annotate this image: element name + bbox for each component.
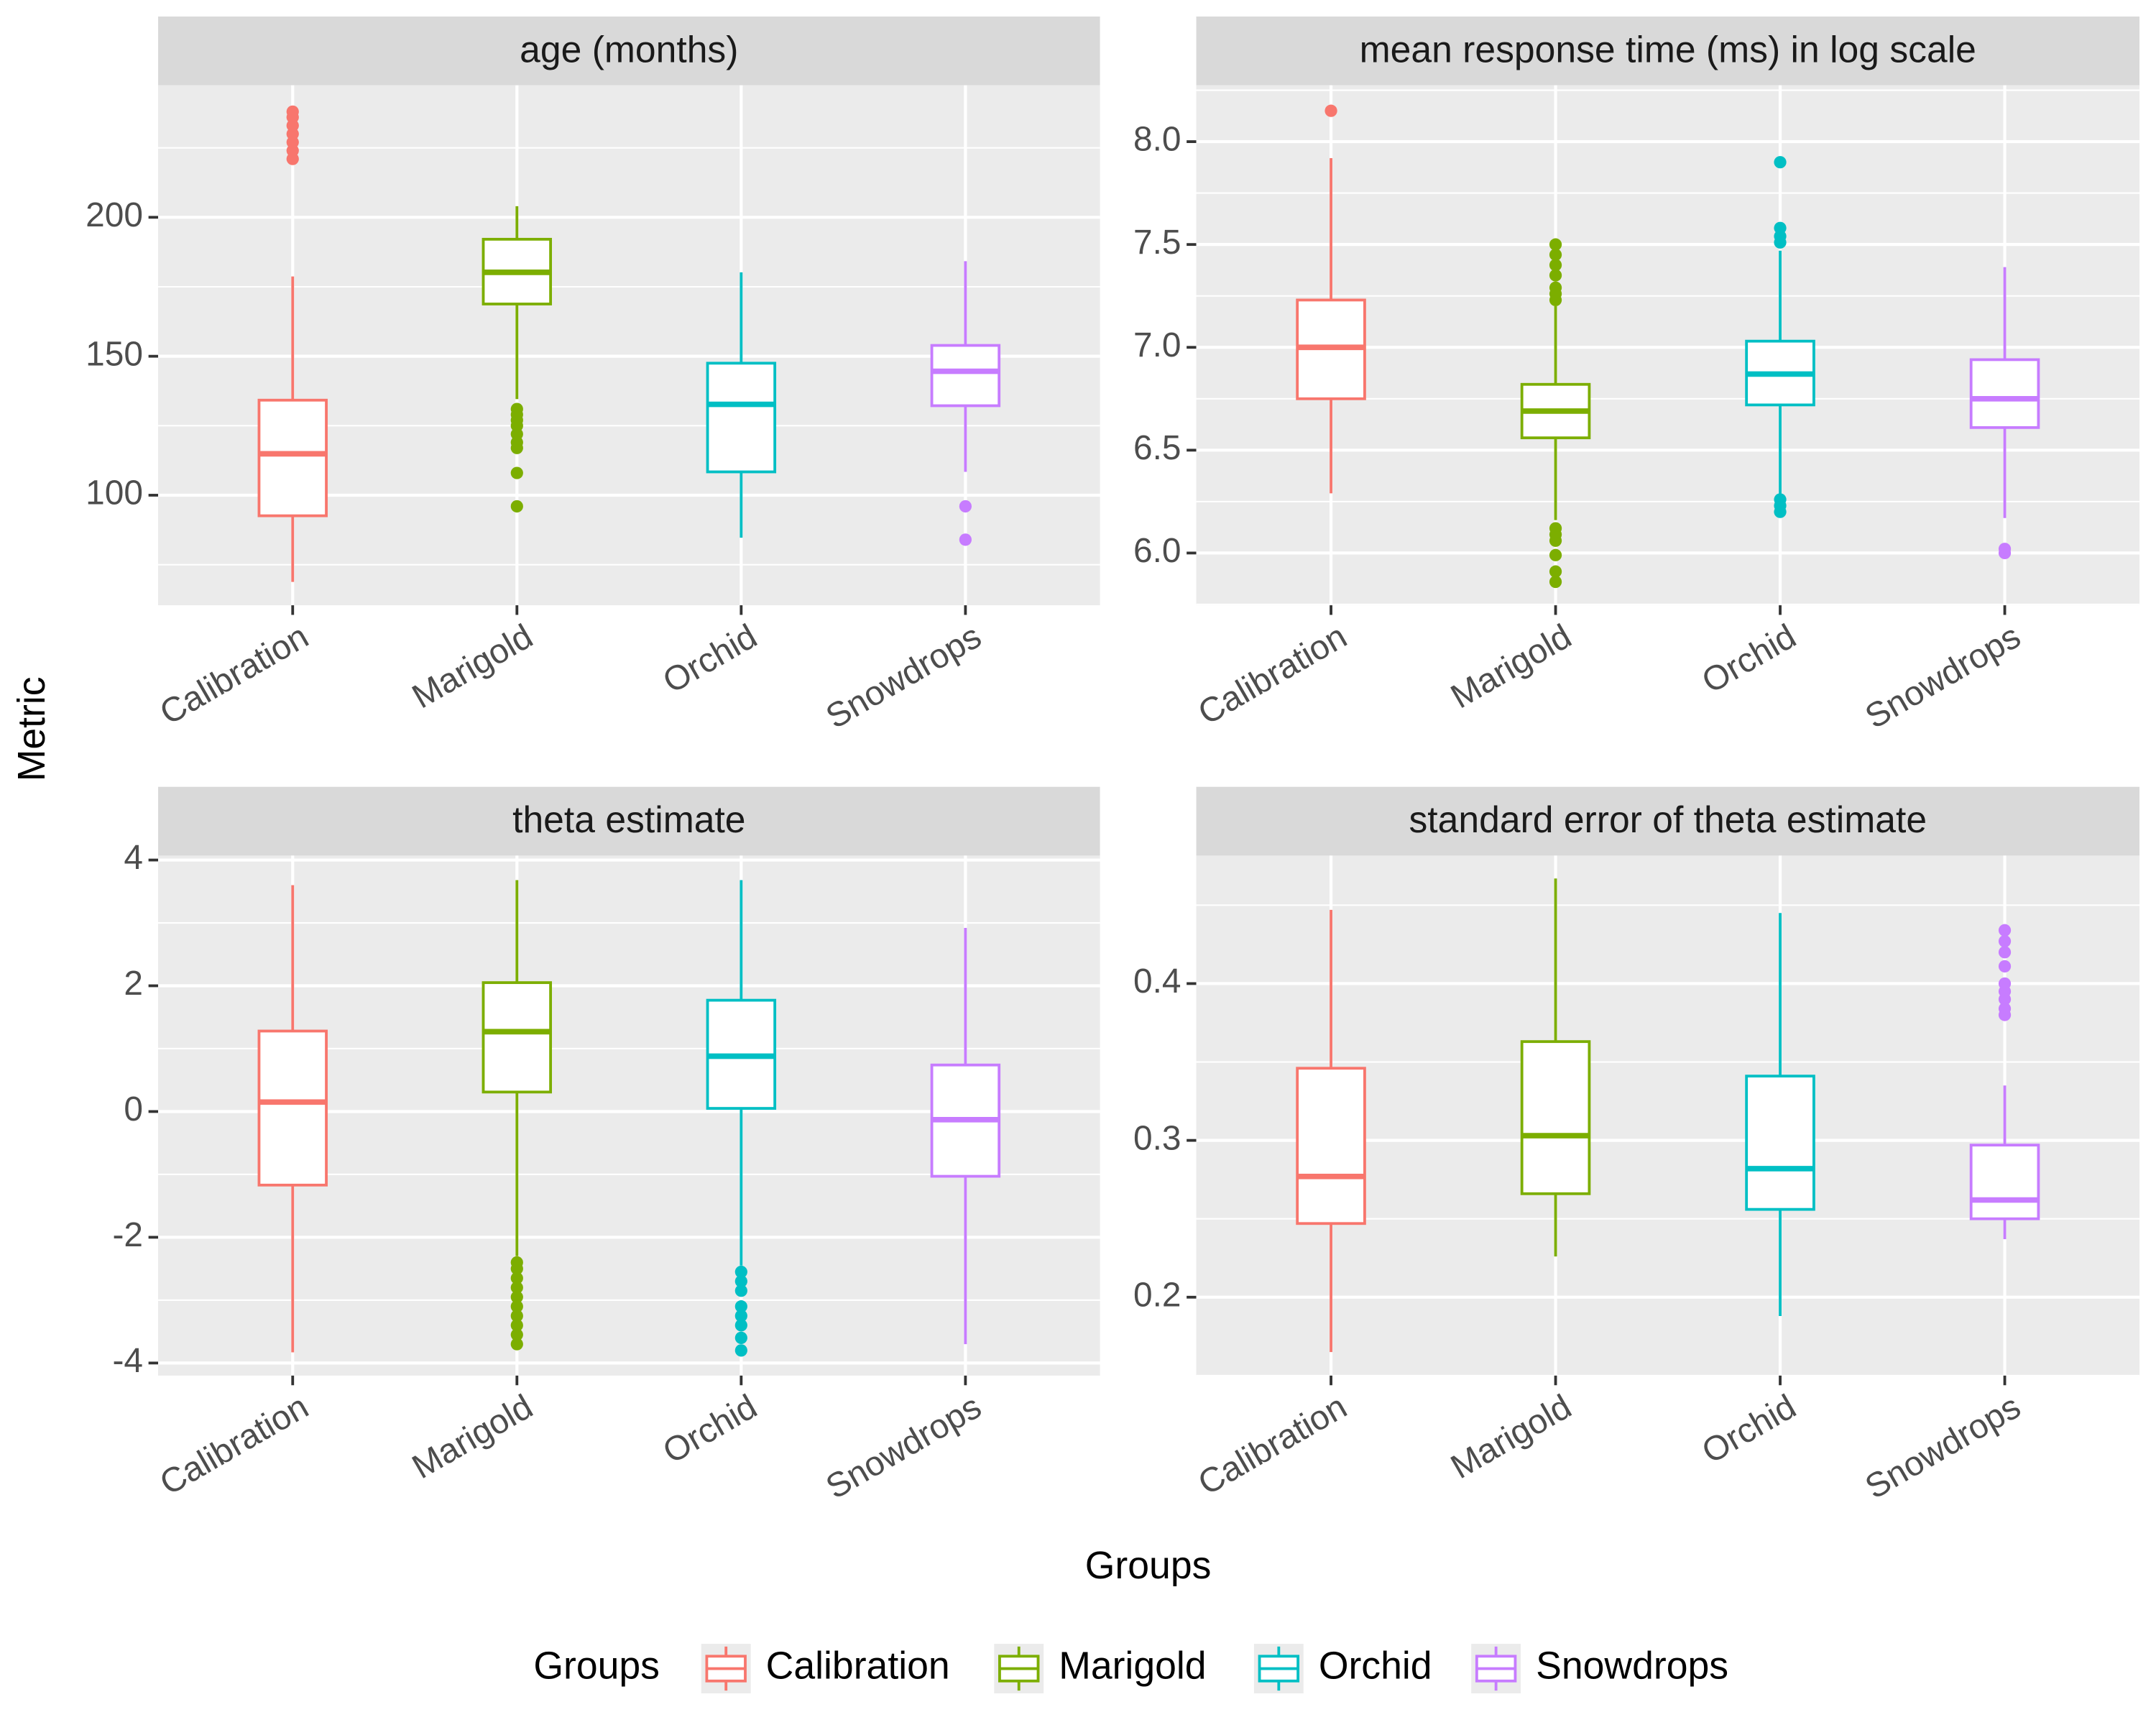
y-tick-label: 6.0: [1133, 532, 1181, 570]
legend-label: Marigold: [1059, 1645, 1206, 1688]
outlier: [734, 1275, 747, 1288]
outlier: [510, 1310, 523, 1322]
outlier: [1998, 1002, 2012, 1015]
box: [1969, 1144, 2040, 1220]
x-axis-title: Groups: [1085, 1545, 1212, 1587]
box: [257, 1029, 328, 1187]
legend-label: Snowdrops: [1536, 1645, 1728, 1688]
box: [1520, 1040, 1591, 1195]
outlier: [1998, 924, 2012, 937]
outlier: [734, 1265, 747, 1279]
outlier: [1998, 934, 2012, 948]
box: [706, 362, 777, 474]
outlier: [510, 1262, 523, 1275]
outlier: [734, 1319, 747, 1332]
outlier: [1549, 248, 1562, 262]
outlier: [1549, 259, 1562, 272]
y-tick-label: 0.3: [1133, 1119, 1181, 1157]
y-tick-label: 150: [86, 335, 143, 373]
y-tick-label: -2: [112, 1216, 143, 1254]
outlier: [510, 500, 523, 513]
y-tick-label: 8.0: [1133, 121, 1181, 159]
y-tick-label: 4: [124, 839, 143, 877]
outlier: [1549, 565, 1562, 578]
outlier: [1549, 269, 1562, 282]
outlier: [1998, 960, 2012, 973]
y-tick-label: 2: [124, 965, 143, 1003]
strip: [158, 16, 1100, 86]
panel-title: mean response time (ms) in log scale: [1360, 28, 1976, 70]
box: [1969, 358, 2040, 429]
outlier: [1998, 977, 2012, 990]
panel-title: standard error of theta estimate: [1409, 799, 1927, 840]
outlier: [959, 533, 972, 546]
outlier: [734, 1300, 747, 1313]
box: [257, 398, 328, 518]
outlier: [510, 1319, 523, 1332]
y-axis-title: Metric: [11, 676, 53, 781]
outlier: [1549, 575, 1562, 589]
outlier: [510, 466, 523, 479]
outlier: [510, 1290, 523, 1304]
box: [482, 981, 553, 1094]
outlier: [510, 1328, 523, 1341]
y-tick-label: 0.2: [1133, 1276, 1181, 1314]
outlier: [1774, 221, 1787, 234]
y-tick-label: 200: [86, 196, 143, 234]
outlier: [286, 105, 299, 119]
outlier: [510, 1281, 523, 1294]
legend-label: Orchid: [1319, 1645, 1432, 1688]
y-tick-label: 0.4: [1133, 962, 1181, 1000]
outlier: [1998, 946, 2012, 959]
panel-title: age (months): [520, 28, 738, 70]
y-tick-label: 7.5: [1133, 224, 1181, 262]
outlier: [1549, 534, 1562, 547]
outlier: [510, 1271, 523, 1284]
outlier: [1549, 281, 1562, 294]
y-tick-label: 0: [124, 1090, 143, 1128]
box: [1745, 1075, 1815, 1211]
strip: [158, 786, 1100, 856]
outlier: [1774, 505, 1787, 518]
panel-title: theta estimate: [512, 799, 745, 840]
y-tick-label: 6.5: [1133, 429, 1181, 467]
strip: [1196, 16, 2140, 86]
y-tick-label: -4: [112, 1342, 143, 1380]
box: [1296, 1067, 1366, 1225]
outlier: [734, 1284, 747, 1297]
box: [930, 344, 1001, 408]
outlier: [1325, 104, 1337, 117]
legend-label: Calibration: [766, 1645, 950, 1688]
outlier: [1549, 238, 1562, 251]
legend-title: Groups: [533, 1645, 660, 1688]
outlier: [510, 1300, 523, 1313]
strip: [1196, 786, 2140, 856]
outlier: [734, 1310, 747, 1322]
outlier: [734, 1331, 747, 1345]
outlier: [510, 1338, 523, 1351]
outlier: [959, 500, 972, 513]
outlier: [1549, 548, 1562, 561]
outlier: [1998, 546, 2012, 560]
outlier: [1774, 156, 1787, 169]
y-tick-label: 7.0: [1133, 326, 1181, 364]
outlier: [510, 441, 523, 454]
y-tick-label: 100: [86, 474, 143, 512]
outlier: [734, 1344, 747, 1357]
